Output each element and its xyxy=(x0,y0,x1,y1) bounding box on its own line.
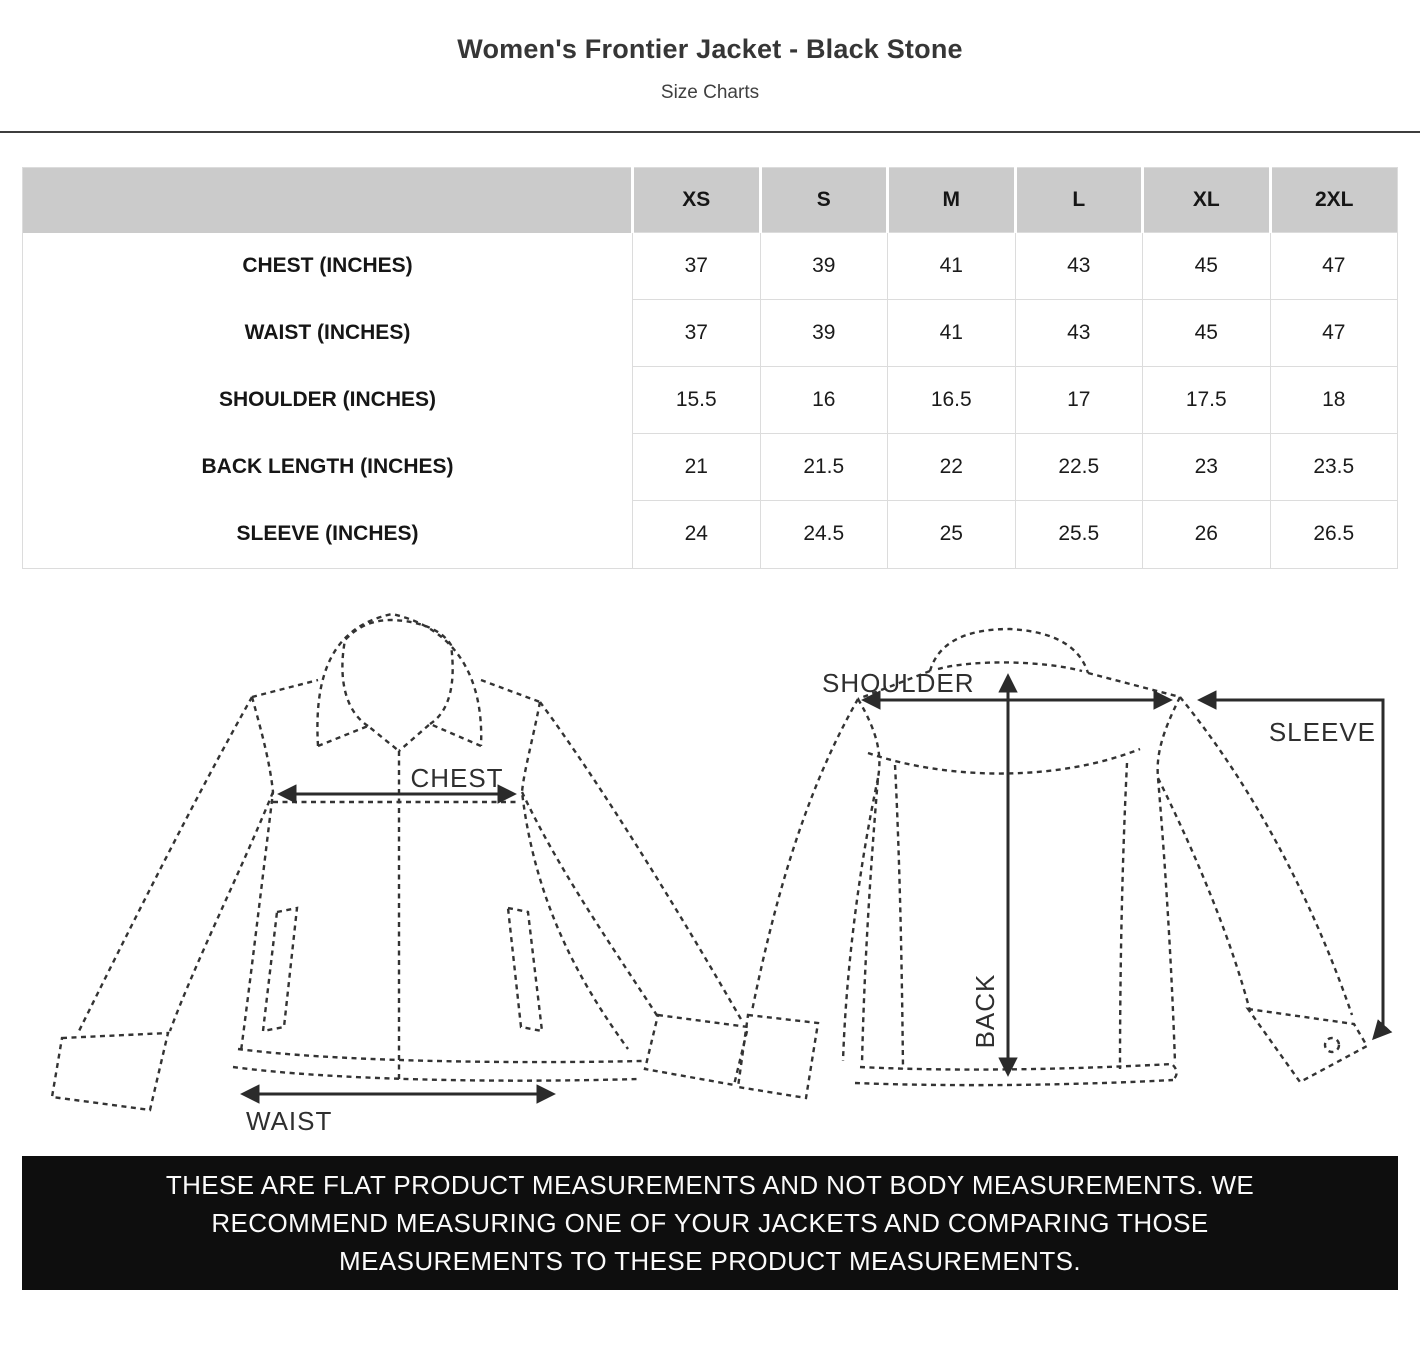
measurement-row-label: CHEST (INCHES) xyxy=(242,254,413,277)
measurement-value-cell: 43 xyxy=(1014,299,1143,367)
measurement-value-cell: 22 xyxy=(887,433,1016,501)
measurement-value-cell: 43 xyxy=(1014,232,1143,300)
measurement-value-cell: 37 xyxy=(632,299,761,367)
size-column-header: M xyxy=(886,167,1015,233)
measurement-row-label: BACK LENGTH (INCHES) xyxy=(201,455,454,478)
chest-label: CHEST xyxy=(410,763,503,793)
front-jacket-drawing xyxy=(50,612,750,1111)
page-title: Women's Frontier Jacket - Black Stone xyxy=(457,34,963,64)
divider xyxy=(0,131,1420,133)
size-table: XS S M L XL 2XL CHEST (INCHES) 37 39 41 43 45 47 WAI… xyxy=(22,167,1398,569)
size-column-header: XL xyxy=(1141,167,1270,233)
measurement-value-cell: 39 xyxy=(759,232,888,300)
measurement-value-cell: 47 xyxy=(1269,299,1398,367)
measurement-value-cell: 17.5 xyxy=(1142,366,1271,434)
size-column-header: S xyxy=(758,167,888,233)
measurement-row-label: WAIST (INCHES) xyxy=(244,321,411,344)
measurement-diagram: CHEST WAIST SHOULDER BACK SLEEVE xyxy=(50,612,1393,1136)
size-chart-page: Women's Frontier Jacket - Black Stone Si… xyxy=(0,34,1420,1290)
measurement-value-cell: 41 xyxy=(887,232,1016,300)
size-table-body: CHEST (INCHES) 37 39 41 43 45 47 WAIST (INCHES)… xyxy=(23,232,1398,569)
measurement-value-cell: 23.5 xyxy=(1269,433,1398,501)
measurement-value-cell: 22.5 xyxy=(1014,433,1143,501)
measurement-value-cell: 17 xyxy=(1014,366,1143,434)
measurement-value-cell: 26 xyxy=(1142,500,1271,569)
size-table-row: SHOULDER (INCHES) 15.5 16 16.5 17 17.5 18 xyxy=(23,366,1398,434)
measurement-value-cell: 16.5 xyxy=(887,366,1016,434)
measurement-value-cell: 24 xyxy=(632,500,761,569)
measurement-note-banner: THESE ARE FLAT PRODUCT MEASUREMENTS AND … xyxy=(22,1155,1398,1290)
measurement-row-label: SLEEVE (INCHES) xyxy=(236,522,419,545)
measurement-value-cell: 45 xyxy=(1142,232,1271,300)
size-column-header: XS xyxy=(631,167,760,233)
size-table-corner-cell xyxy=(22,167,633,233)
measurement-value-cell: 47 xyxy=(1269,232,1398,300)
measurement-value-cell: 18 xyxy=(1269,366,1398,434)
size-table-row: WAIST (INCHES) 37 39 41 43 45 47 xyxy=(23,299,1398,367)
measurement-note-text: THESE ARE FLAT PRODUCT MEASUREMENTS AND … xyxy=(165,1169,1255,1276)
sleeve-label: SLEEVE xyxy=(1269,717,1376,747)
size-table-row: SLEEVE (INCHES) 24 24.5 25 25.5 26 26.5 xyxy=(23,500,1398,569)
measurement-value-cell: 23 xyxy=(1142,433,1271,501)
measurement-value-cell: 24.5 xyxy=(759,500,888,569)
measurement-row-label: SHOULDER (INCHES) xyxy=(218,388,436,411)
measurement-value-cell: 39 xyxy=(759,299,888,367)
waist-label: WAIST xyxy=(246,1106,332,1136)
size-column-header: 2XL xyxy=(1268,167,1398,233)
size-table-row: CHEST (INCHES) 37 39 41 43 45 47 xyxy=(23,232,1398,300)
measurement-value-cell: 25.5 xyxy=(1014,500,1143,569)
measurement-value-cell: 45 xyxy=(1142,299,1271,367)
sleeve-arrow xyxy=(1197,689,1393,1040)
page-subtitle: Size Charts xyxy=(660,82,760,103)
measurement-value-cell: 25 xyxy=(887,500,1016,569)
shoulder-label: SHOULDER xyxy=(822,668,974,698)
measurement-value-cell: 21 xyxy=(632,433,761,501)
measurement-value-cell: 26.5 xyxy=(1269,500,1398,569)
back-label: BACK xyxy=(970,973,1000,1048)
size-column-header: L xyxy=(1013,167,1143,233)
measurement-value-cell: 37 xyxy=(632,232,761,300)
size-table-header-row: XS S M L XL 2XL xyxy=(22,167,1398,233)
size-table-row: BACK LENGTH (INCHES) 21 21.5 22 22.5 23 23.5 xyxy=(23,433,1398,501)
measurement-value-cell: 21.5 xyxy=(759,433,888,501)
measurement-value-cell: 15.5 xyxy=(632,366,761,434)
measurement-value-cell: 41 xyxy=(887,299,1016,367)
measurement-value-cell: 16 xyxy=(759,366,888,434)
